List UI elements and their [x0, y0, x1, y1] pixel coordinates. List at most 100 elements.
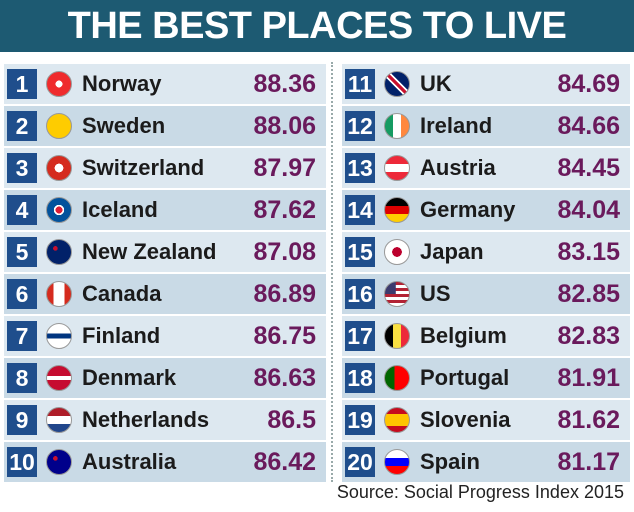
table-row: 20 Spain 81.17: [342, 442, 630, 482]
table-row: 7 Finland 86.75: [4, 316, 326, 356]
country-name: Germany: [420, 197, 516, 222]
rank: 2: [7, 111, 37, 141]
flag-icon: [384, 281, 410, 307]
score: 88.06: [253, 112, 316, 140]
country-name: Slovenia: [420, 407, 511, 432]
country-name: Ireland: [420, 113, 493, 138]
score: 86.75: [253, 322, 316, 350]
table-row: 1 Norway 88.36: [4, 64, 326, 104]
score: 86.89: [253, 280, 316, 308]
country-name: Australia: [82, 449, 177, 474]
flag-icon: [46, 407, 72, 433]
score: 86.42: [253, 448, 316, 476]
country-name: UK: [420, 71, 452, 96]
score: 84.04: [557, 196, 620, 224]
rank: 13: [345, 153, 375, 183]
table-row: 6 Canada 86.89: [4, 274, 326, 314]
table-row: 12 Ireland 84.66: [342, 106, 630, 146]
score: 87.97: [253, 154, 316, 182]
table-row: 9 Netherlands 86.5: [4, 400, 326, 440]
country-name: Japan: [420, 239, 484, 264]
rank: 3: [7, 153, 37, 183]
flag-icon: [46, 113, 72, 139]
table-row: 15 Japan 83.15: [342, 232, 630, 272]
title: THE BEST PLACES TO LIVE: [67, 5, 567, 47]
country-name: Switzerland: [82, 155, 205, 180]
score: 84.45: [557, 154, 620, 182]
table-row: 18 Portugal 81.91: [342, 358, 630, 398]
country-name: Denmark: [82, 365, 177, 390]
score: 86.5: [267, 406, 316, 434]
country-name: Norway: [82, 71, 162, 96]
table-row: 16 US 82.85: [342, 274, 630, 314]
score: 83.15: [557, 238, 620, 266]
score: 81.17: [557, 448, 620, 476]
flag-icon: [46, 323, 72, 349]
score: 87.08: [253, 238, 316, 266]
table-row: 4 Iceland 87.62: [4, 190, 326, 230]
country-name: New Zealand: [82, 239, 217, 264]
table-row: 14 Germany 84.04: [342, 190, 630, 230]
rank: 12: [345, 111, 375, 141]
flag-icon: [46, 449, 72, 475]
country-name: US: [420, 281, 451, 306]
score: 87.62: [253, 196, 316, 224]
rank: 7: [7, 321, 37, 351]
flag-icon: [384, 239, 410, 265]
country-name: Austria: [420, 155, 496, 180]
rank: 8: [7, 363, 37, 393]
country-name: Belgium: [420, 323, 507, 348]
country-name: Spain: [420, 449, 480, 474]
table-row: 5 New Zealand 87.08: [4, 232, 326, 272]
rank: 20: [345, 447, 375, 477]
rank: 1: [7, 69, 37, 99]
flag-icon: [384, 407, 410, 433]
score: 81.91: [557, 364, 620, 392]
flag-icon: [46, 197, 72, 223]
rank: 16: [345, 279, 375, 309]
score: 82.83: [557, 322, 620, 350]
rank: 6: [7, 279, 37, 309]
source: Source: Social Progress Index 2015: [336, 482, 624, 502]
title-bar: [0, 0, 634, 52]
flag-icon: [384, 113, 410, 139]
table-row: 2 Sweden 88.06: [4, 106, 326, 146]
table-row: 19 Slovenia 81.62: [342, 400, 630, 440]
flag-icon: [46, 155, 72, 181]
score: 84.69: [557, 70, 620, 98]
flag-icon: [384, 323, 410, 349]
rank: 17: [345, 321, 375, 351]
table-row: 11 UK 84.69: [342, 64, 630, 104]
score: 86.63: [253, 364, 316, 392]
score: 81.62: [557, 406, 620, 434]
country-name: Finland: [82, 323, 161, 348]
flag-icon: [46, 365, 72, 391]
flag-icon: [384, 155, 410, 181]
flag-icon: [384, 449, 410, 475]
country-name: Canada: [82, 281, 162, 306]
rank: 10: [7, 447, 37, 477]
country-name: Iceland: [82, 197, 158, 222]
score: 84.66: [557, 112, 620, 140]
rank: 5: [7, 237, 37, 267]
table-row: 3 Switzerland 87.97: [4, 148, 326, 188]
score: 82.85: [557, 280, 620, 308]
table-row: 17 Belgium 82.83: [342, 316, 630, 356]
table-row: 13 Austria 84.45: [342, 148, 630, 188]
flag-icon: [384, 197, 410, 223]
rank: 14: [345, 195, 375, 225]
country-name: Netherlands: [82, 407, 210, 432]
rank: 19: [345, 405, 375, 435]
flag-icon: [384, 365, 410, 391]
flag-icon: [384, 71, 410, 97]
rank: 11: [345, 69, 375, 99]
score: 88.36: [253, 70, 316, 98]
flag-icon: [46, 239, 72, 265]
rank: 15: [345, 237, 375, 267]
country-name: Sweden: [82, 113, 166, 138]
table-row: 10 Australia 86.42: [4, 442, 326, 482]
divider: [331, 62, 333, 482]
rank: 4: [7, 195, 37, 225]
flag-icon: [46, 281, 72, 307]
